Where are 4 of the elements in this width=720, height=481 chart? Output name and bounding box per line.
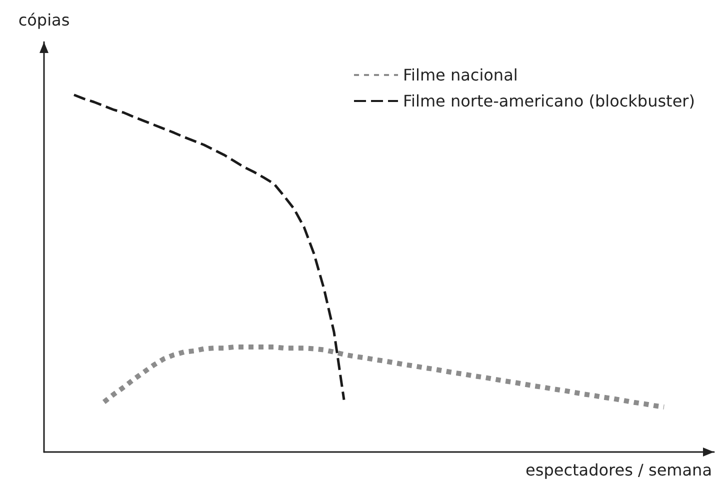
x-axis-title: espectadores / semana <box>526 460 712 480</box>
legend-label: Filme norte-americano (blockbuster) <box>403 92 695 110</box>
y-axis-title: cópias <box>18 10 70 30</box>
legend-label: Filme nacional <box>403 66 518 84</box>
